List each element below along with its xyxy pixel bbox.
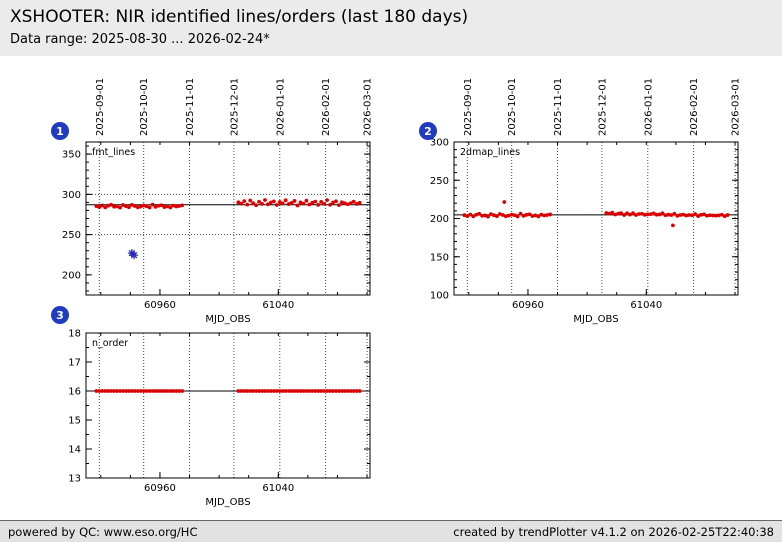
svg-text:150: 150	[430, 252, 449, 263]
plot-canvas	[0, 56, 782, 520]
svg-text:16: 16	[68, 387, 81, 398]
svg-text:300: 300	[62, 190, 81, 201]
page-footer: powered by QC: www.eso.org/HC created by…	[0, 520, 782, 542]
svg-text:2026-02-01: 2026-02-01	[689, 78, 700, 136]
plot2-badge: 2	[419, 122, 437, 140]
svg-text:60960: 60960	[144, 483, 176, 494]
svg-text:2026-01-01: 2026-01-01	[275, 78, 286, 136]
svg-text:61040: 61040	[262, 300, 294, 311]
svg-text:2025-09-01: 2025-09-01	[95, 78, 106, 136]
svg-text:100: 100	[430, 291, 449, 302]
svg-text:17: 17	[68, 358, 81, 369]
footer-created-by: created by trendPlotter v4.1.2 on 2026-0…	[453, 524, 774, 539]
svg-text:61040: 61040	[630, 300, 662, 311]
svg-text:15: 15	[68, 416, 81, 427]
svg-text:200: 200	[62, 270, 81, 281]
svg-text:n_order: n_order	[92, 338, 128, 349]
2dmap-lines-chart: 2025-09-01 2025-10-01 2025-11-01 2025-12-01…	[398, 58, 762, 334]
data-range-subtitle: Data range: 2025-08-30 ... 2026-02-24*	[10, 32, 270, 47]
page-header: XSHOOTER: NIR identified lines/orders (l…	[0, 0, 782, 56]
fmt-lines-chart: 2025-09-01 2025-10-01 2025-11-01 2025-12-01…	[30, 58, 394, 334]
svg-text:2025-10-01: 2025-10-01	[507, 78, 518, 136]
plot3-badge: 3	[51, 306, 69, 324]
svg-text:61040: 61040	[262, 483, 294, 494]
page-title: XSHOOTER: NIR identified lines/orders (l…	[10, 7, 469, 27]
svg-text:2026-01-01: 2026-01-01	[643, 78, 654, 136]
svg-text:60960: 60960	[512, 300, 544, 311]
svg-text:MJD_OBS: MJD_OBS	[573, 314, 618, 325]
svg-text:60960: 60960	[144, 300, 176, 311]
svg-text:2025-12-01: 2025-12-01	[597, 78, 608, 136]
footer-powered-by: powered by QC: www.eso.org/HC	[8, 524, 198, 539]
svg-text:250: 250	[430, 176, 449, 187]
svg-text:MJD_OBS: MJD_OBS	[205, 497, 250, 508]
svg-text:2025-10-01: 2025-10-01	[139, 78, 150, 136]
plot1-badge: 1	[51, 122, 69, 140]
svg-text:2025-11-01: 2025-11-01	[185, 78, 196, 136]
svg-text:2026-03-01: 2026-03-01	[363, 78, 374, 136]
svg-text:2026-02-01: 2026-02-01	[321, 78, 332, 136]
svg-text:fmt_lines: fmt_lines	[92, 147, 135, 158]
svg-text:18: 18	[68, 329, 81, 340]
n-order-chart: 60960 61040 13 14 15 16 17 18 n_order MJD_OBS	[30, 323, 394, 523]
svg-text:2026-03-01: 2026-03-01	[731, 78, 742, 136]
svg-text:14: 14	[68, 445, 81, 456]
svg-text:2025-09-01: 2025-09-01	[463, 78, 474, 136]
svg-text:250: 250	[62, 230, 81, 241]
svg-text:300: 300	[430, 138, 449, 149]
svg-text:2025-11-01: 2025-11-01	[553, 78, 564, 136]
svg-text:350: 350	[62, 150, 81, 161]
svg-text:200: 200	[430, 214, 449, 225]
svg-text:2dmap_lines: 2dmap_lines	[460, 147, 520, 158]
svg-text:13: 13	[68, 474, 81, 485]
svg-text:MJD_OBS: MJD_OBS	[205, 314, 250, 325]
svg-text:2025-12-01: 2025-12-01	[229, 78, 240, 136]
